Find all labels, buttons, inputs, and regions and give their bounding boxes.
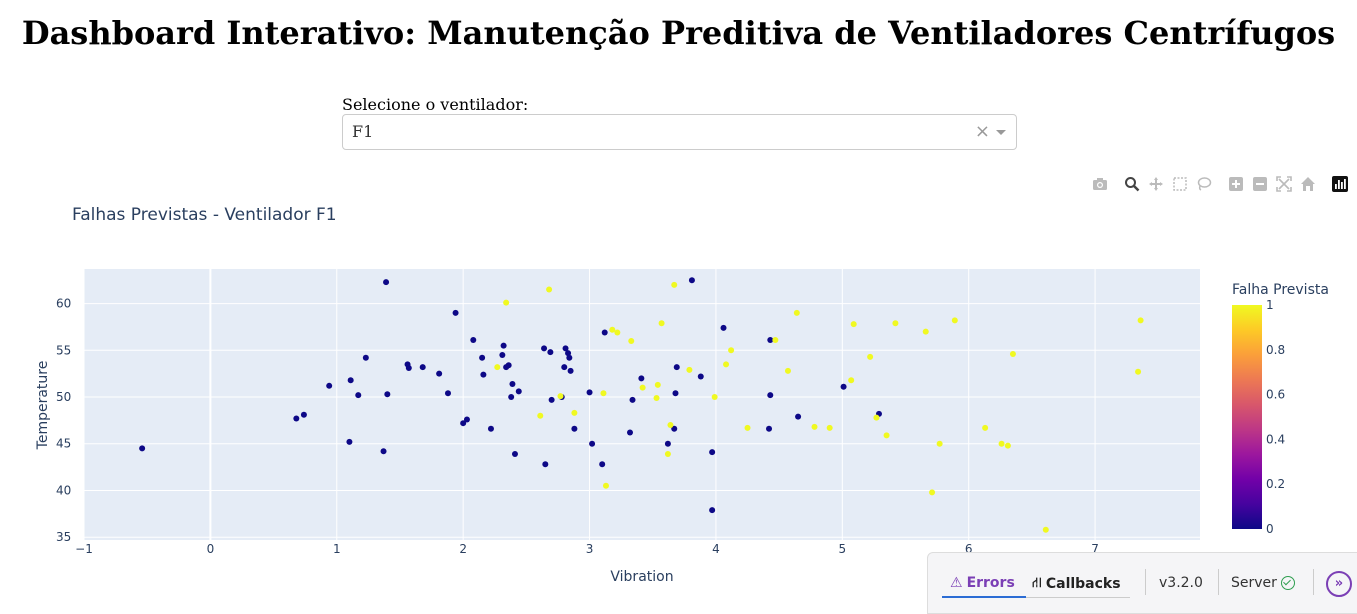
reset-axes-icon[interactable]	[1298, 174, 1318, 194]
errors-tab-underline	[942, 596, 1026, 598]
warning-icon: ⚠	[950, 575, 963, 591]
colorbar-title: Falha Prevista	[1232, 282, 1329, 298]
x-tick-label: 0	[207, 542, 215, 556]
server-label: Server	[1231, 575, 1277, 591]
clear-icon[interactable]: ×	[974, 121, 990, 142]
x-tick-label: −1	[75, 542, 93, 556]
pan-icon[interactable]	[1146, 174, 1166, 194]
callbacks-icon: ⛙	[1032, 575, 1042, 591]
callbacks-tab[interactable]: ⛙ Callbacks	[1032, 575, 1121, 593]
plotly-logo-icon[interactable]	[1330, 174, 1350, 194]
colorbar-tick-label: 0.4	[1266, 432, 1285, 446]
callbacks-label: Callbacks	[1045, 576, 1121, 592]
autoscale-icon[interactable]	[1274, 174, 1294, 194]
y-tick-label: 55	[56, 343, 71, 357]
dash-debug-bar: ⚠ Errors ⛙ Callbacks v3.2.0 Server »	[927, 552, 1357, 614]
colorbar-tick-label: 0.6	[1266, 388, 1285, 402]
y-tick-label: 45	[56, 437, 71, 451]
errors-tab[interactable]: ⚠ Errors	[950, 575, 1015, 591]
page-title: Dashboard Interativo: Manutenção Prediti…	[21, 14, 1336, 52]
chart-title: Falhas Previstas - Ventilador F1	[72, 205, 337, 225]
separator	[1145, 569, 1146, 595]
version-label: v3.2.0	[1159, 575, 1203, 591]
colorbar-tick-label: 0	[1266, 522, 1274, 536]
camera-icon[interactable]	[1090, 174, 1110, 194]
tab-divider	[1026, 597, 1130, 598]
x-tick-label: 2	[459, 542, 467, 556]
zoom-icon[interactable]	[1122, 174, 1142, 194]
y-axis-ticks: 35 40 45 50 55 60	[56, 297, 71, 545]
separator	[1313, 569, 1314, 595]
y-tick-label: 50	[56, 390, 71, 404]
check-circle-icon	[1280, 576, 1295, 590]
expand-icon[interactable]: »	[1326, 571, 1352, 597]
colorbar-tick-label: 0.8	[1266, 343, 1285, 357]
x-tick-label: 1	[333, 542, 341, 556]
separator	[1218, 569, 1219, 595]
x-tick-label: 5	[839, 542, 847, 556]
zoom-in-icon[interactable]	[1226, 174, 1246, 194]
x-tick-label: 4	[712, 542, 720, 556]
zoom-out-icon[interactable]	[1250, 174, 1270, 194]
x-tick-label: 3	[586, 542, 594, 556]
y-tick-label: 40	[56, 483, 71, 497]
errors-label: Errors	[966, 575, 1015, 591]
colorbar	[1232, 305, 1262, 529]
y-tick-label: 35	[56, 530, 71, 544]
lasso-icon[interactable]	[1194, 174, 1214, 194]
y-axis-label: Temperature	[35, 361, 51, 451]
y-tick-label: 60	[56, 297, 71, 311]
fan-dropdown[interactable]: F1 ×	[342, 114, 1017, 150]
server-status: Server	[1231, 575, 1295, 591]
x-axis-label: Vibration	[610, 569, 673, 585]
box-select-icon[interactable]	[1170, 174, 1190, 194]
colorbar-tick-label: 0.2	[1266, 477, 1285, 491]
dropdown-selected-value: F1	[352, 122, 374, 141]
fan-selector-label: Selecione o ventilador:	[342, 95, 529, 114]
colorbar-tick-label: 1	[1266, 298, 1274, 312]
plot-area[interactable]	[84, 269, 1200, 540]
chevron-down-icon[interactable]	[996, 130, 1006, 135]
colorbar-ticks: 1 0.8 0.6 0.4 0.2 0	[1266, 298, 1285, 536]
